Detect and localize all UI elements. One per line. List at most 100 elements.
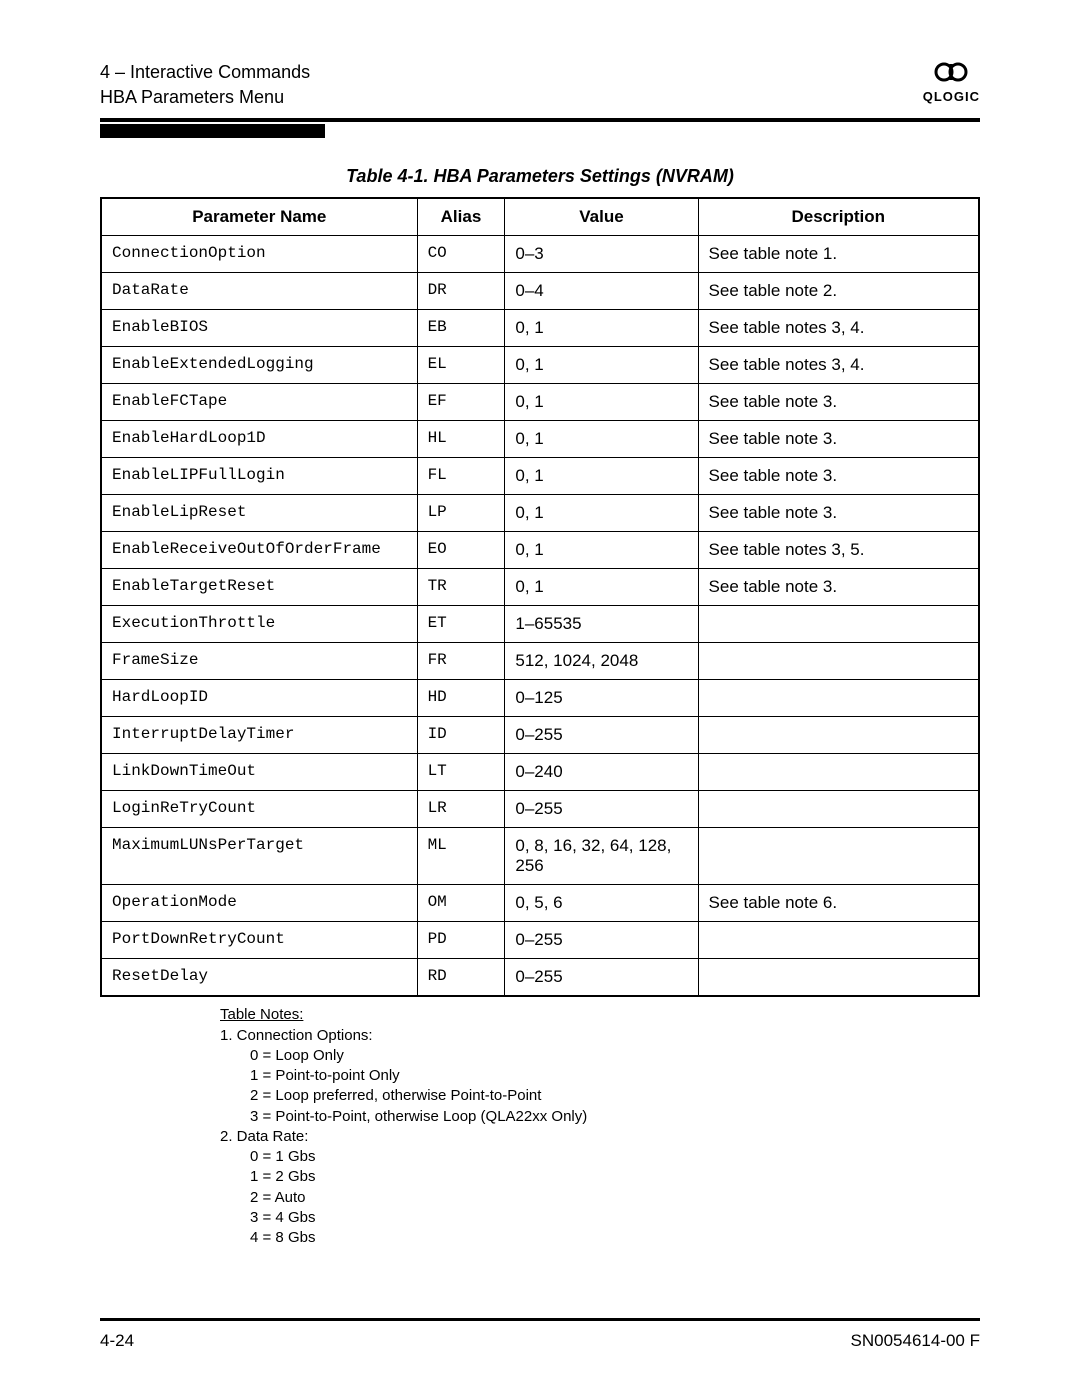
header-line-1: 4 – Interactive Commands — [100, 60, 310, 85]
col-alias: Alias — [417, 198, 505, 236]
table-cell: See table note 3. — [698, 421, 979, 458]
table-cell — [698, 791, 979, 828]
table-row: ResetDelayRD0–255 — [101, 959, 979, 997]
table-cell: 1–65535 — [505, 606, 698, 643]
col-description: Description — [698, 198, 979, 236]
header-line-2: HBA Parameters Menu — [100, 85, 310, 110]
logo-icon — [931, 60, 971, 84]
col-parameter-name: Parameter Name — [101, 198, 417, 236]
table-notes: Table Notes: 1. Connection Options: 0 = … — [220, 1005, 980, 1248]
table-cell: HardLoopID — [101, 680, 417, 717]
table-cell: OperationMode — [101, 885, 417, 922]
table-cell: EF — [417, 384, 505, 421]
table-cell: 0–255 — [505, 717, 698, 754]
table-cell: 512, 1024, 2048 — [505, 643, 698, 680]
table-cell: EnableFCTape — [101, 384, 417, 421]
table-cell: OM — [417, 885, 505, 922]
table-cell: ResetDelay — [101, 959, 417, 997]
table-cell: CO — [417, 236, 505, 273]
table-cell: LP — [417, 495, 505, 532]
table-cell: EnableHardLoop1D — [101, 421, 417, 458]
table-cell: EnableExtendedLogging — [101, 347, 417, 384]
table-cell: TR — [417, 569, 505, 606]
table-cell: LT — [417, 754, 505, 791]
table-row: LoginReTryCountLR0–255 — [101, 791, 979, 828]
note-2-title: 2. Data Rate: — [220, 1127, 980, 1147]
table-cell: InterruptDelayTimer — [101, 717, 417, 754]
table-cell: 0, 8, 16, 32, 64, 128, 256 — [505, 828, 698, 885]
table-row: ConnectionOptionCO0–3See table note 1. — [101, 236, 979, 273]
table-cell — [698, 959, 979, 997]
footer-rule — [100, 1318, 980, 1321]
table-cell: PD — [417, 922, 505, 959]
table-cell: 0, 1 — [505, 495, 698, 532]
table-row: EnableBIOSEB0, 1See table notes 3, 4. — [101, 310, 979, 347]
note-line: 3 = Point-to-Point, otherwise Loop (QLA2… — [250, 1107, 980, 1127]
note-line: 1 = Point-to-point Only — [250, 1066, 980, 1086]
header-breadcrumb: 4 – Interactive Commands HBA Parameters … — [100, 60, 310, 110]
table-cell: FrameSize — [101, 643, 417, 680]
table-row: ExecutionThrottleET1–65535 — [101, 606, 979, 643]
table-row: PortDownRetryCountPD0–255 — [101, 922, 979, 959]
table-cell: EO — [417, 532, 505, 569]
table-cell: 0–125 — [505, 680, 698, 717]
table-cell: DR — [417, 273, 505, 310]
table-row: EnableHardLoop1DHL0, 1See table note 3. — [101, 421, 979, 458]
header-rule — [100, 118, 980, 122]
table-cell: 0–3 — [505, 236, 698, 273]
table-cell: EnableLIPFullLogin — [101, 458, 417, 495]
table-cell — [698, 606, 979, 643]
table-cell — [698, 643, 979, 680]
table-cell: EB — [417, 310, 505, 347]
table-cell: ExecutionThrottle — [101, 606, 417, 643]
table-row: EnableReceiveOutOfOrderFrameEO0, 1See ta… — [101, 532, 979, 569]
page-number: 4-24 — [100, 1331, 134, 1351]
table-row: EnableTargetResetTR0, 1See table note 3. — [101, 569, 979, 606]
table-cell: EnableTargetReset — [101, 569, 417, 606]
table-cell: 0, 1 — [505, 384, 698, 421]
note-line: 2 = Auto — [250, 1188, 980, 1208]
table-cell: ET — [417, 606, 505, 643]
table-row: OperationModeOM0, 5, 6See table note 6. — [101, 885, 979, 922]
table-row: HardLoopIDHD0–125 — [101, 680, 979, 717]
table-cell — [698, 717, 979, 754]
table-cell: FR — [417, 643, 505, 680]
table-row: DataRateDR0–4See table note 2. — [101, 273, 979, 310]
table-cell: ConnectionOption — [101, 236, 417, 273]
table-cell: HD — [417, 680, 505, 717]
table-row: MaximumLUNsPerTargetML0, 8, 16, 32, 64, … — [101, 828, 979, 885]
table-cell: See table notes 3, 5. — [698, 532, 979, 569]
logo-text: QLOGIC — [923, 89, 980, 104]
table-cell: See table notes 3, 4. — [698, 347, 979, 384]
table-cell: See table note 2. — [698, 273, 979, 310]
notes-title: Table Notes: — [220, 1005, 980, 1025]
table-cell: 0, 1 — [505, 458, 698, 495]
table-cell: See table note 3. — [698, 569, 979, 606]
table-cell: EL — [417, 347, 505, 384]
table-caption: Table 4-1. HBA Parameters Settings (NVRA… — [100, 166, 980, 187]
table-row: FrameSizeFR512, 1024, 2048 — [101, 643, 979, 680]
table-cell: 0–255 — [505, 791, 698, 828]
table-cell: 0, 1 — [505, 532, 698, 569]
note-line: 1 = 2 Gbs — [250, 1167, 980, 1187]
section-bar — [100, 124, 325, 138]
table-cell: See table note 3. — [698, 384, 979, 421]
hba-params-table: Parameter Name Alias Value Description C… — [100, 197, 980, 997]
table-cell: MaximumLUNsPerTarget — [101, 828, 417, 885]
page-footer: 4-24 SN0054614-00 F — [100, 1318, 980, 1351]
table-cell: RD — [417, 959, 505, 997]
table-cell: 0–255 — [505, 922, 698, 959]
table-cell — [698, 680, 979, 717]
table-cell — [698, 828, 979, 885]
table-cell: 0, 1 — [505, 310, 698, 347]
page-header: 4 – Interactive Commands HBA Parameters … — [100, 60, 980, 110]
table-cell: FL — [417, 458, 505, 495]
table-header-row: Parameter Name Alias Value Description — [101, 198, 979, 236]
note-line: 3 = 4 Gbs — [250, 1208, 980, 1228]
table-row: EnableFCTapeEF0, 1See table note 3. — [101, 384, 979, 421]
note-line: 0 = 1 Gbs — [250, 1147, 980, 1167]
table-cell: See table note 3. — [698, 495, 979, 532]
table-cell: HL — [417, 421, 505, 458]
table-cell: 0, 1 — [505, 569, 698, 606]
table-cell: See table note 1. — [698, 236, 979, 273]
